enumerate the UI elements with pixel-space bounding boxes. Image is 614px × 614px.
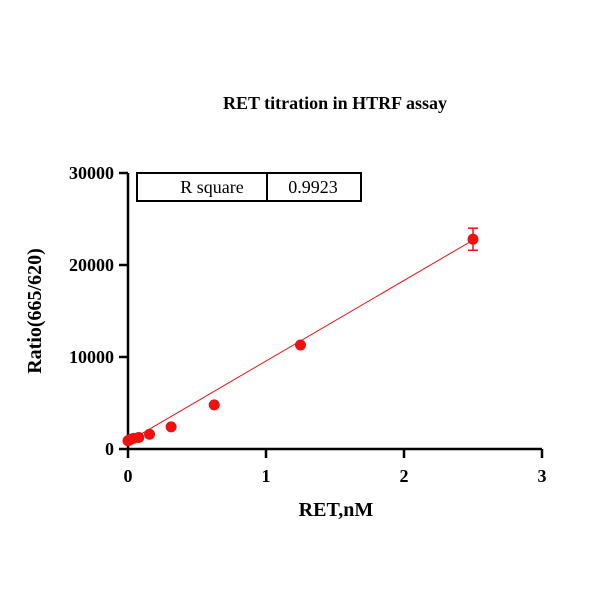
r-square-table: R square 0.9923	[136, 172, 362, 202]
r-square-value: 0.9923	[288, 177, 338, 197]
y-axis-label: Ratio(665/620)	[24, 248, 46, 374]
y-tick-label: 30000	[69, 163, 114, 183]
x-axis-label: RET,nM	[299, 499, 374, 521]
r-square-table-border	[136, 172, 362, 202]
x-tick-label: 1	[262, 466, 271, 486]
axes	[126, 173, 542, 451]
y-tick-label: 20000	[69, 255, 114, 275]
data-point	[165, 421, 177, 433]
y-tick-label: 0	[105, 439, 114, 459]
data-points	[122, 227, 479, 447]
y-tick-label: 10000	[69, 347, 114, 367]
x-tick-label: 3	[538, 466, 547, 486]
data-point	[295, 339, 306, 351]
x-tick-label: 0	[124, 466, 133, 486]
data-point	[467, 233, 479, 245]
x-tick-label: 2	[400, 466, 409, 486]
ticks: 0 1 2 3 0 10000 20000 30000	[69, 163, 547, 486]
data-point	[208, 399, 220, 411]
data-point	[144, 428, 156, 440]
data-point	[133, 432, 145, 443]
r-square-label: R square	[180, 177, 243, 197]
chart-title: RET titration in HTRF assay	[223, 93, 447, 113]
